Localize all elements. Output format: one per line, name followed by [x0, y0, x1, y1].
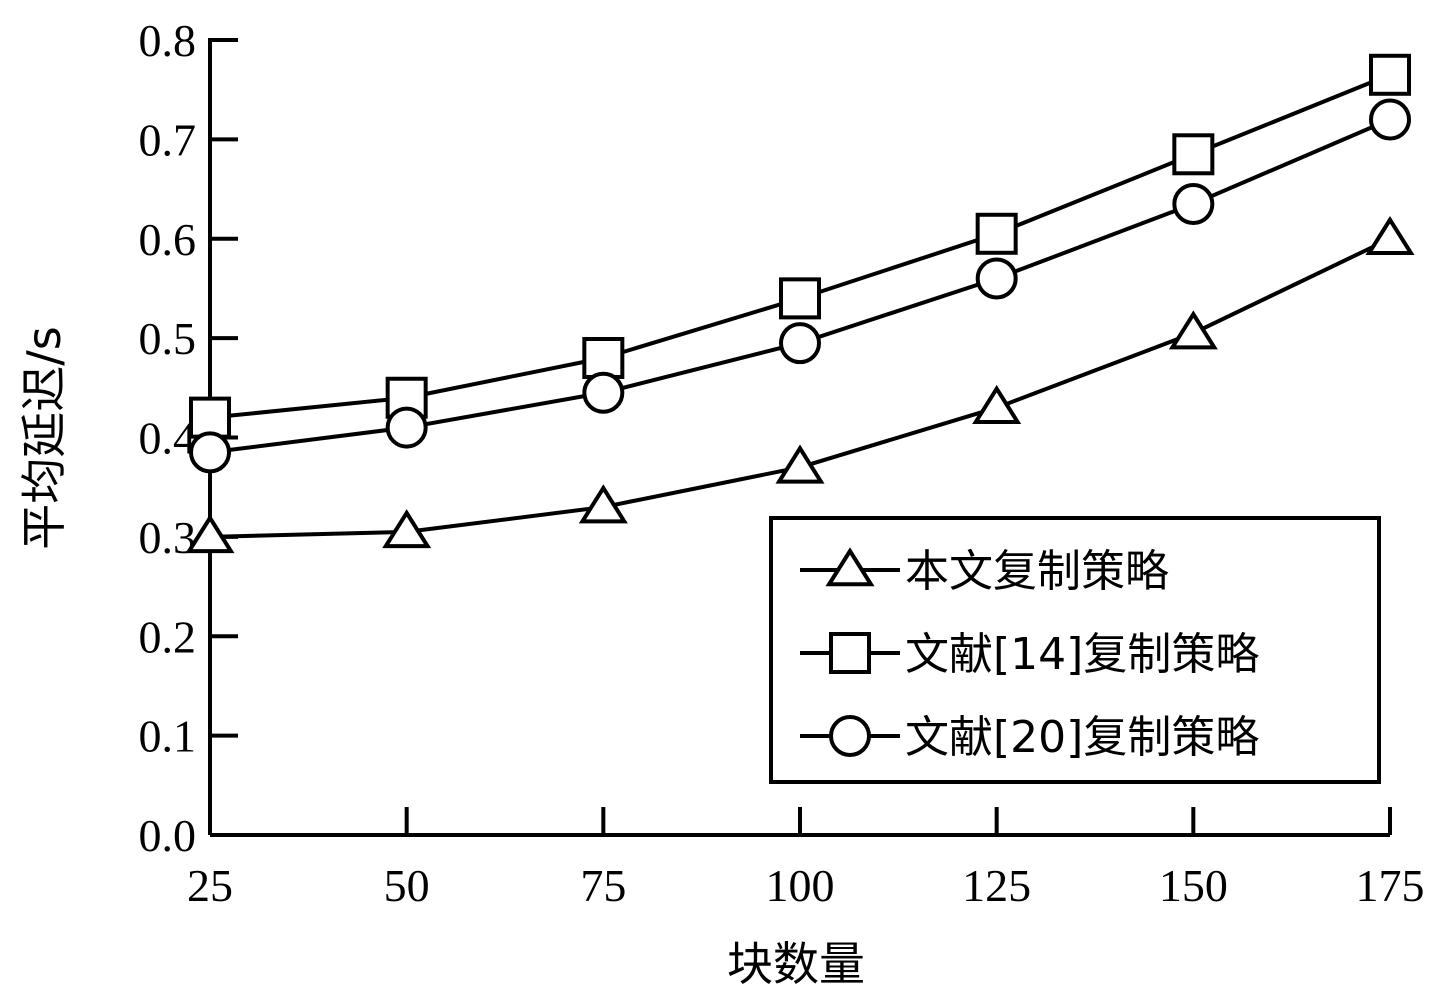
legend-entry: 文献[14]复制策略 [800, 629, 1259, 680]
legend-label: 本文复制策略 [905, 546, 1169, 597]
x-tick-label: 175 [1356, 860, 1425, 911]
y-tick-label: 0.5 [139, 313, 197, 364]
data-point-circle [1172, 182, 1215, 225]
data-point-square [582, 337, 625, 379]
data-point-triangle [775, 444, 825, 484]
legend-marker-square [829, 632, 871, 674]
y-axis-title: 平均延迟/s [17, 326, 71, 549]
axes: 0.0 0.1 0.2 0.3 0.4 0.5 0.6 0.7 0.8 25 50 75 100 125 1… [139, 15, 1425, 911]
series-square [189, 53, 1411, 439]
series-line [209, 72, 1391, 420]
y-tick-label: 0.3 [139, 512, 197, 563]
x-tick-label: 75 [580, 860, 626, 911]
data-point-square [1369, 53, 1411, 96]
data-point-triangle [382, 509, 432, 549]
data-point-triangle [1168, 310, 1218, 350]
data-point-circle [385, 406, 428, 449]
data-point-triangle [1365, 215, 1415, 255]
y-tick-label: 0.8 [139, 15, 197, 66]
legend-label: 文献[14]复制策略 [905, 629, 1259, 680]
y-tick-label: 0.7 [139, 114, 197, 165]
x-tick-label: 25 [187, 860, 233, 911]
y-tick-label: 0.6 [139, 214, 197, 265]
data-point-triangle [185, 514, 235, 554]
x-tick-label: 125 [962, 860, 1031, 911]
data-point-triangle [578, 484, 628, 524]
data-point-square [779, 277, 821, 320]
x-tick-label: 150 [1159, 860, 1228, 911]
y-tick-label: 0.4 [139, 413, 197, 464]
legend-entry: 文献[20]复制策略 [800, 712, 1259, 763]
legend-marker-circle [829, 715, 871, 757]
legend-entry: 本文复制策略 [800, 546, 1169, 597]
x-tick-label: 50 [384, 860, 430, 911]
x-axis-title: 块数量 [727, 937, 865, 991]
data-point-triangle [972, 384, 1022, 424]
y-tick-label: 0.1 [139, 711, 197, 762]
series-layer [185, 53, 1415, 554]
data-point-square [189, 396, 231, 439]
series-circle [189, 98, 1411, 474]
y-tick-label: 0.0 [139, 810, 197, 861]
x-tick-label: 100 [766, 860, 835, 911]
series-triangle [185, 215, 1415, 554]
legend-marker-triangle [825, 547, 875, 587]
data-point-square [975, 212, 1018, 255]
data-point-circle [189, 431, 231, 474]
y-tick-label: 0.2 [139, 611, 197, 662]
data-point-circle [975, 257, 1018, 300]
data-point-circle [779, 322, 821, 365]
data-point-square [1172, 133, 1215, 176]
legend-label: 文献[20]复制策略 [905, 712, 1259, 763]
data-point-circle [1369, 98, 1411, 141]
data-point-circle [582, 371, 625, 414]
